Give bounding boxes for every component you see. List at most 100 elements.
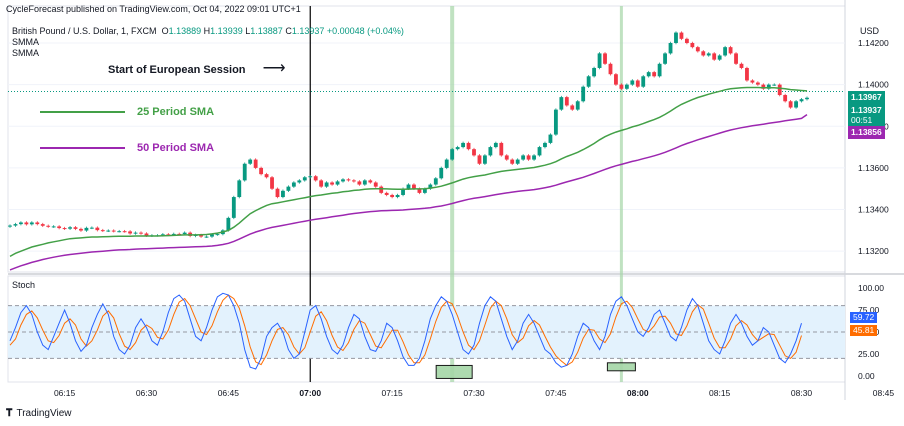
stoch-d-value: 45.81 bbox=[850, 325, 878, 336]
candle-body bbox=[291, 182, 296, 187]
candle-body bbox=[379, 186, 384, 193]
candle-body bbox=[657, 63, 662, 77]
time-axis-label: 06:30 bbox=[136, 388, 158, 398]
candle-body bbox=[521, 155, 526, 160]
arrow-right-icon: ⟶ bbox=[262, 60, 286, 77]
candle-body bbox=[755, 82, 760, 85]
candle-body bbox=[772, 84, 777, 86]
candle-body bbox=[439, 167, 444, 179]
oversold-box-1 bbox=[435, 364, 473, 379]
session-annotation: Start of European Session ⟶ bbox=[108, 58, 286, 78]
candle-body bbox=[395, 194, 400, 198]
candle-body bbox=[401, 188, 405, 195]
candle-body bbox=[40, 224, 45, 226]
candle-body bbox=[308, 176, 313, 178]
candle-body bbox=[706, 53, 711, 56]
candle-body bbox=[199, 234, 203, 237]
price-axis-label: 1.13200 bbox=[858, 246, 889, 256]
candle-body bbox=[286, 186, 291, 191]
low-value: 1.13887 bbox=[250, 26, 283, 36]
candle-body bbox=[231, 197, 236, 218]
candle-body bbox=[646, 72, 651, 77]
candle-body bbox=[24, 222, 29, 225]
candle-body bbox=[35, 222, 40, 225]
candle-body bbox=[89, 227, 94, 229]
candle-body bbox=[586, 76, 591, 87]
symbol-name: British Pound / U.S. Dollar, 1, FXCM bbox=[12, 26, 157, 36]
candle-body bbox=[472, 149, 476, 156]
candle-body bbox=[592, 67, 597, 77]
candle-body bbox=[111, 230, 116, 232]
price-label-last: 1.13967 bbox=[848, 91, 885, 104]
candle-body bbox=[79, 228, 83, 231]
price-pane-frame bbox=[7, 5, 846, 273]
time-axis-label: 08:30 bbox=[791, 388, 813, 398]
candle-body bbox=[570, 105, 575, 110]
sma25-legend: 25 Period SMA bbox=[40, 106, 214, 118]
candle-body bbox=[668, 42, 673, 54]
brand-text: TradingView bbox=[16, 408, 72, 419]
indicator-label-2[interactable]: SMMA bbox=[12, 48, 39, 58]
candle-body bbox=[313, 176, 318, 181]
oversold-box-2 bbox=[606, 362, 636, 372]
candle-body bbox=[73, 227, 78, 229]
tradingview-logo-icon: 𝐓 bbox=[6, 408, 13, 419]
candle-body bbox=[171, 233, 176, 235]
sma25-legend-line bbox=[40, 111, 125, 114]
candle-body bbox=[281, 190, 285, 198]
candle-body bbox=[237, 180, 242, 198]
candle-body bbox=[362, 180, 367, 185]
sma25-legend-text: 25 Period SMA bbox=[137, 106, 215, 118]
candle-body bbox=[548, 134, 553, 143]
ohlc-readout: O1.13889 H1.13939 L1.13887 C1.13937 +0.0… bbox=[161, 26, 404, 36]
candle-body bbox=[745, 67, 749, 81]
publisher-line: CycleForecast published on TradingView.c… bbox=[6, 4, 301, 14]
candle-body bbox=[19, 222, 23, 225]
candle-body bbox=[504, 155, 509, 160]
candle-body bbox=[663, 53, 667, 64]
candle-body bbox=[242, 163, 247, 181]
candle-body bbox=[537, 147, 542, 156]
indicator-label-1[interactable]: SMMA bbox=[12, 37, 39, 47]
candle-body bbox=[95, 227, 100, 231]
price-label-sma50: 1.13856 bbox=[848, 126, 885, 139]
candle-body bbox=[106, 230, 111, 232]
candle-body bbox=[575, 101, 580, 110]
open-value: 1.13889 bbox=[168, 26, 202, 36]
candle-body bbox=[794, 101, 798, 108]
candle-body bbox=[264, 174, 269, 178]
candle-body bbox=[532, 155, 536, 160]
candle-body bbox=[215, 234, 220, 236]
price-axis-label: 1.14000 bbox=[858, 80, 889, 90]
candle-body bbox=[133, 232, 138, 234]
candle-body bbox=[68, 227, 72, 229]
candle-body bbox=[117, 231, 122, 233]
sma50-legend-line bbox=[40, 147, 125, 150]
sma50-legend: 50 Period SMA bbox=[40, 142, 214, 154]
candle-body bbox=[204, 236, 209, 238]
sma50-line bbox=[9, 113, 808, 271]
candle-body bbox=[564, 97, 569, 106]
candle-body bbox=[614, 74, 618, 85]
candle-body bbox=[608, 63, 613, 75]
candle-body bbox=[652, 72, 657, 77]
tradingview-brand[interactable]: 𝐓 TradingView bbox=[6, 408, 71, 419]
price-axis-label: 1.13400 bbox=[858, 205, 889, 215]
candle-body bbox=[29, 222, 34, 225]
candle-body bbox=[51, 226, 56, 228]
candle-body bbox=[488, 147, 493, 156]
stoch-label[interactable]: Stoch bbox=[12, 280, 36, 290]
session-text: Start of European Session bbox=[108, 64, 246, 76]
time-axis-label: 08:15 bbox=[709, 388, 731, 398]
candle-body bbox=[624, 84, 629, 89]
candle-body bbox=[412, 184, 416, 189]
candle-body bbox=[406, 184, 411, 189]
candle-body bbox=[259, 167, 264, 175]
candle-body bbox=[210, 234, 214, 237]
candle-body bbox=[139, 232, 143, 234]
candle-body bbox=[166, 234, 171, 236]
candle-body bbox=[717, 55, 722, 60]
candle-body bbox=[728, 47, 733, 54]
price-label-close: 1.13937 00:51 bbox=[848, 104, 885, 127]
